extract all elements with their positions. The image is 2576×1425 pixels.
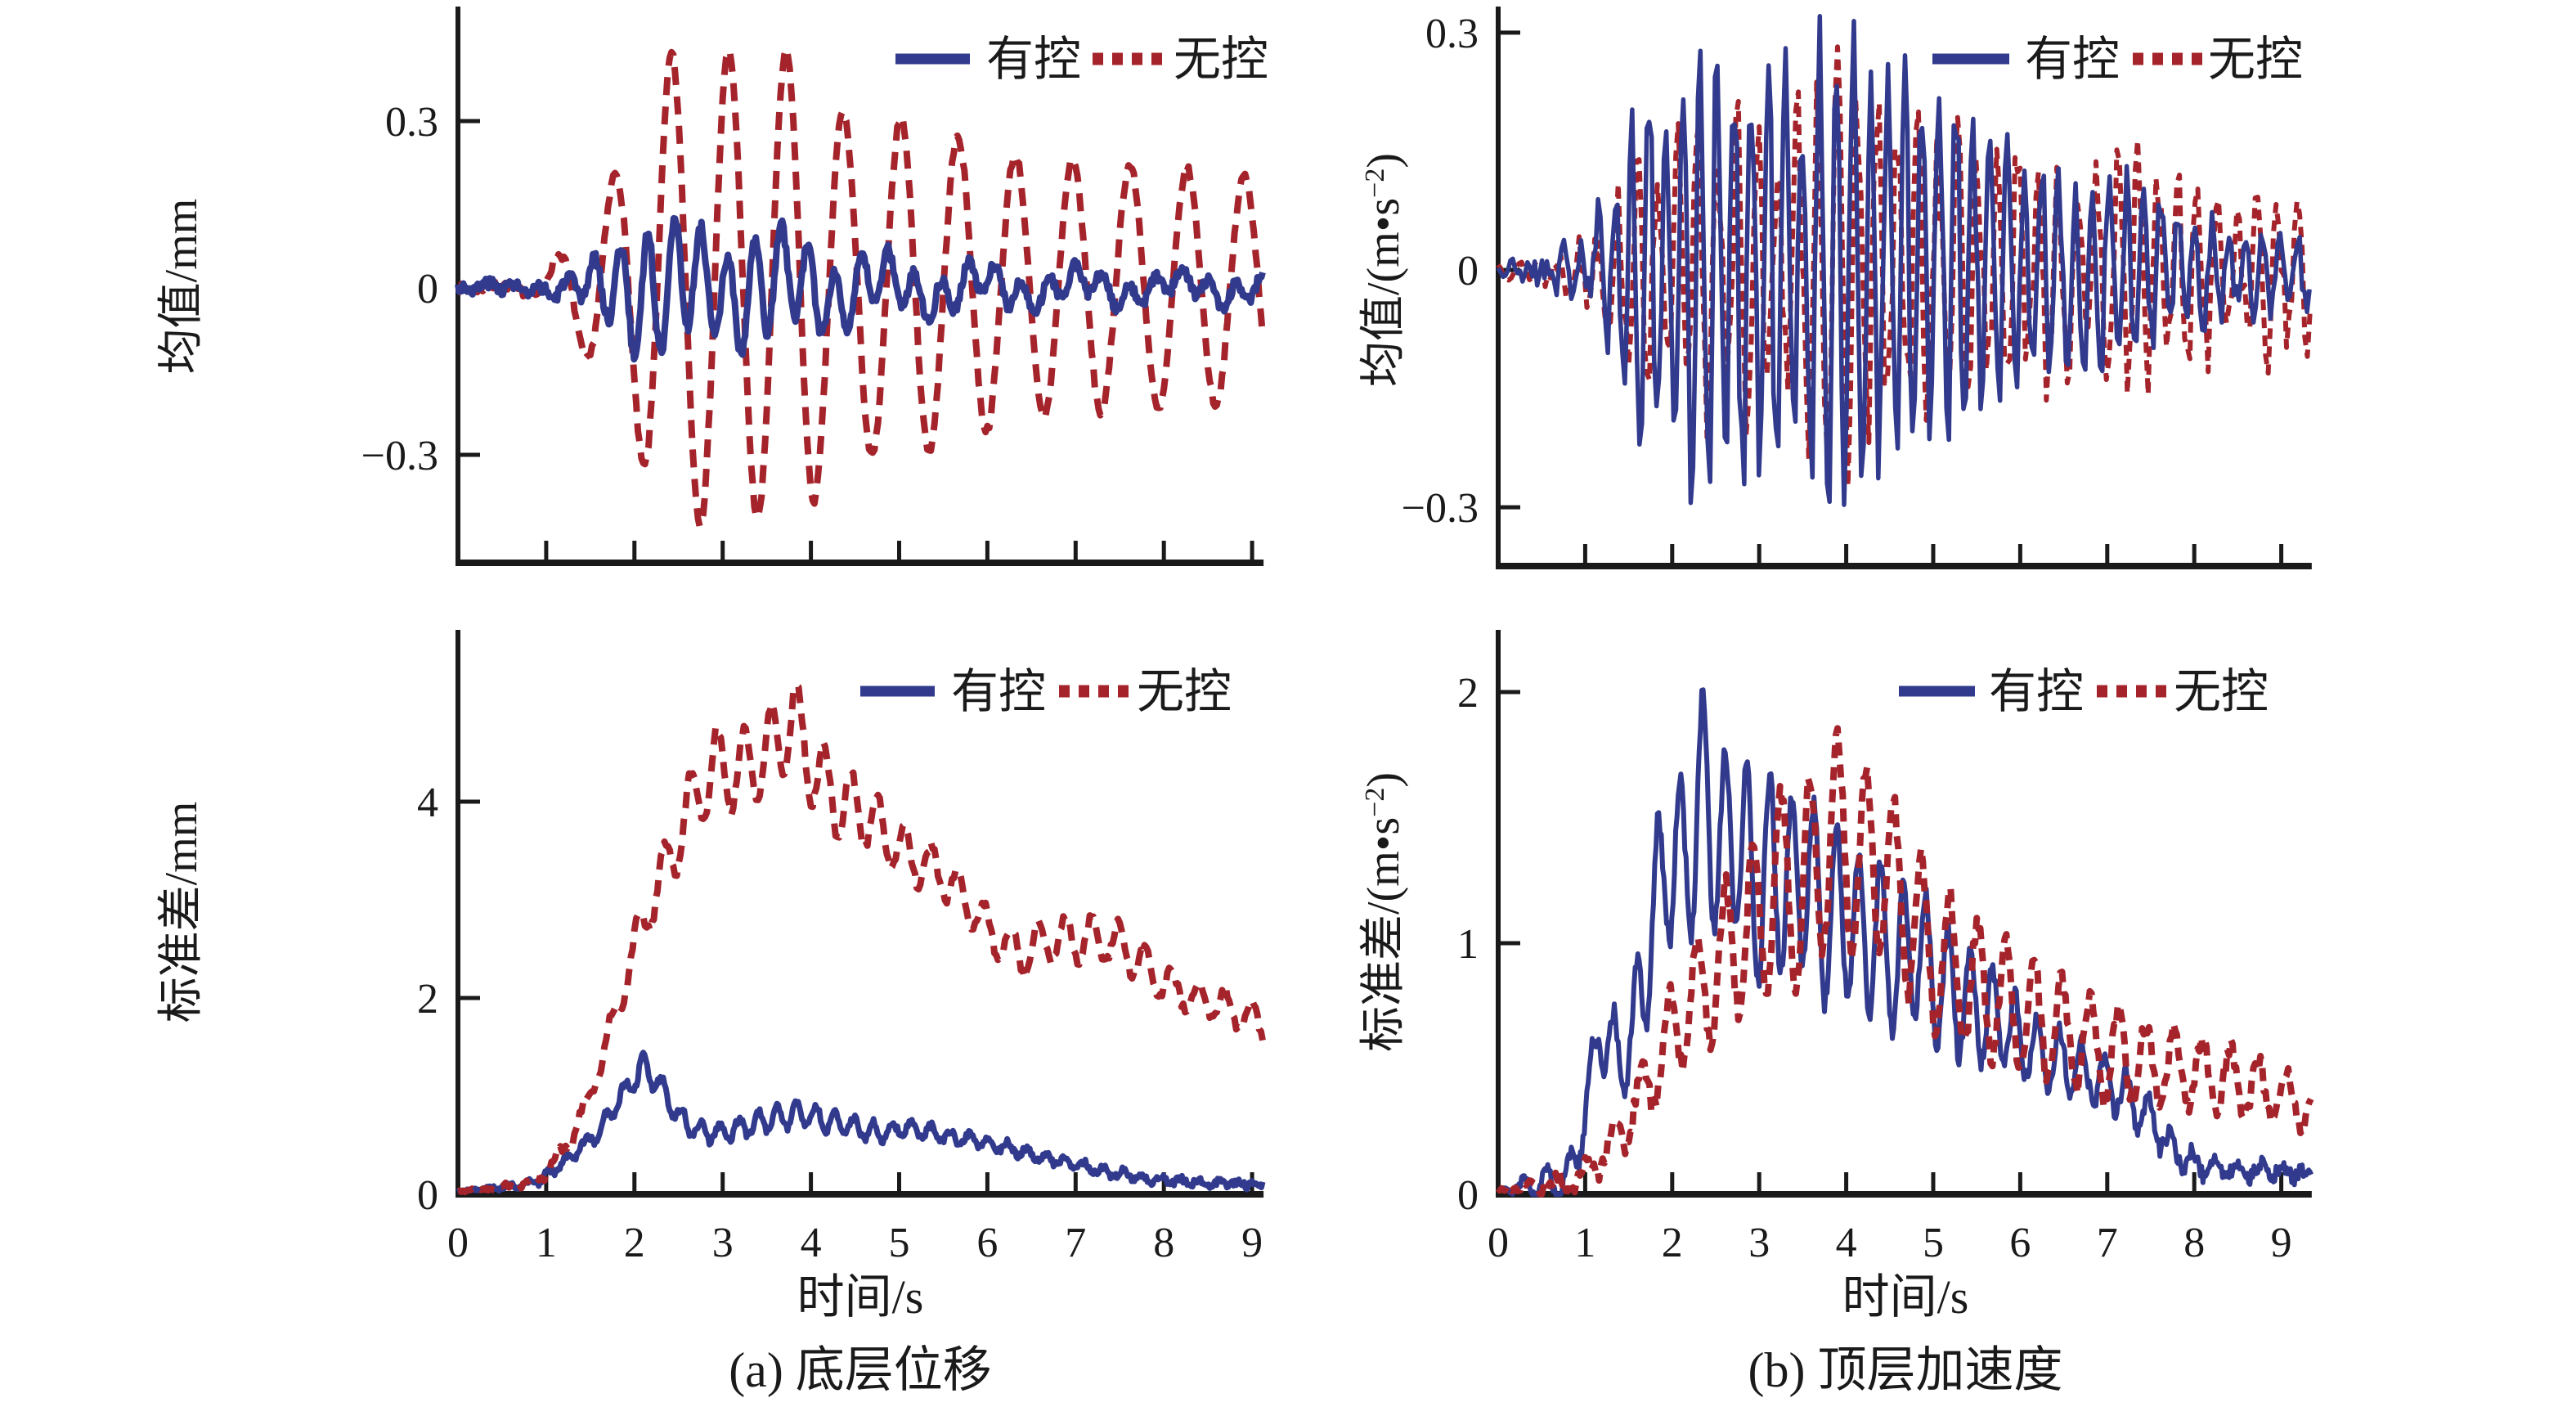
x-tick-label: 0 [447, 1220, 469, 1266]
series-controlled [1496, 14, 2312, 507]
x-axis-title-right: 时间/s [1842, 1270, 1969, 1324]
x-tick-label: 0 [1488, 1220, 1509, 1266]
y-tick-label: 0.3 [1425, 11, 1479, 57]
y-axis-title-b-std: 标准差/(m•s−2) [1358, 772, 1409, 1052]
subplot-a-mean-displacement: 0.3 0 −0.3 [361, 7, 1266, 566]
y-tick-label: 0.3 [385, 99, 438, 146]
x-tick-label: 5 [889, 1220, 910, 1266]
y-tick-label: 4 [417, 780, 438, 826]
x-axis-title-left: 时间/s [797, 1270, 924, 1324]
x-tick-label: 5 [1923, 1220, 1944, 1266]
y-axis-title-a-std: 标准差/mm [156, 802, 207, 1023]
x-tick-label: 6 [976, 1220, 998, 1266]
legend-label-uncontrolled: 无控 [2174, 665, 2269, 718]
y-tick-label: −0.3 [1402, 485, 1479, 532]
x-tick-label: 4 [1836, 1220, 1857, 1266]
x-tick-label: 8 [1153, 1220, 1174, 1266]
x-tick-label: 9 [2271, 1220, 2292, 1266]
legend-label-uncontrolled: 无控 [2208, 33, 2303, 86]
subplot-b-mean-acceleration: 0.3 0 −0.3 [1402, 7, 2313, 569]
y-tick-label: 0 [1457, 248, 1479, 294]
legend-label-controlled: 有控 [951, 665, 1046, 718]
y-tick-label: 2 [1457, 670, 1479, 717]
y-tick-label: −0.3 [361, 433, 438, 479]
y-axis-title-a-mean: 均值/mm [156, 199, 207, 375]
y-tick-label: 2 [417, 976, 438, 1023]
x-tick-label: 1 [1574, 1220, 1595, 1266]
subplot-a-std-displacement: 0 1 2 3 4 5 6 7 8 9 0 2 4 [417, 630, 1266, 1266]
series-controlled [455, 214, 1266, 363]
y-tick-label: 0 [417, 1172, 438, 1219]
legend-a-mean: 有控 无控 [895, 33, 1268, 86]
x-tick-label: 8 [2183, 1220, 2205, 1266]
caption-panel-b: (b) 顶层加速度 [1748, 1343, 2063, 1397]
y-axis-title-b-mean: 均值/(m•s−2) [1358, 153, 1409, 387]
x-tick-label: 7 [2097, 1220, 2118, 1266]
x-tick-label: 3 [1748, 1220, 1770, 1266]
series-uncontrolled [456, 682, 1266, 1196]
legend-label-controlled: 有控 [2025, 33, 2120, 86]
caption-panel-a: (a) 底层位移 [729, 1343, 992, 1397]
legend-label-uncontrolled: 无控 [1137, 665, 1232, 718]
x-tick-label: 4 [801, 1220, 822, 1266]
legend-b-std: 有控 无控 [1899, 665, 2269, 718]
x-tick-label: 2 [1662, 1220, 1683, 1266]
series-controlled [1497, 687, 2314, 1197]
x-tick-label: 9 [1241, 1220, 1263, 1266]
y-tick-label: 0 [417, 266, 438, 312]
x-tick-label: 6 [2009, 1220, 2031, 1266]
subplot-b-std-acceleration: 0 1 2 3 4 5 6 7 8 9 0 1 2 [1457, 630, 2314, 1266]
series-uncontrolled [1495, 725, 2314, 1198]
y-tick-label: 1 [1457, 921, 1479, 968]
series-controlled [456, 1050, 1266, 1195]
legend-label-controlled: 有控 [986, 33, 1081, 86]
legend-b-mean: 有控 无控 [1932, 33, 2303, 86]
x-tick-label: 7 [1065, 1220, 1086, 1266]
legend-label-controlled: 有控 [1989, 665, 2084, 718]
x-tick-label: 3 [712, 1220, 734, 1266]
x-tick-label: 1 [536, 1220, 557, 1266]
y-tick-label: 0 [1457, 1172, 1479, 1219]
legend-label-uncontrolled: 无控 [1174, 33, 1268, 86]
legend-a-std: 有控 无控 [860, 665, 1232, 718]
series-uncontrolled [456, 45, 1266, 530]
x-tick-label: 2 [624, 1220, 645, 1266]
